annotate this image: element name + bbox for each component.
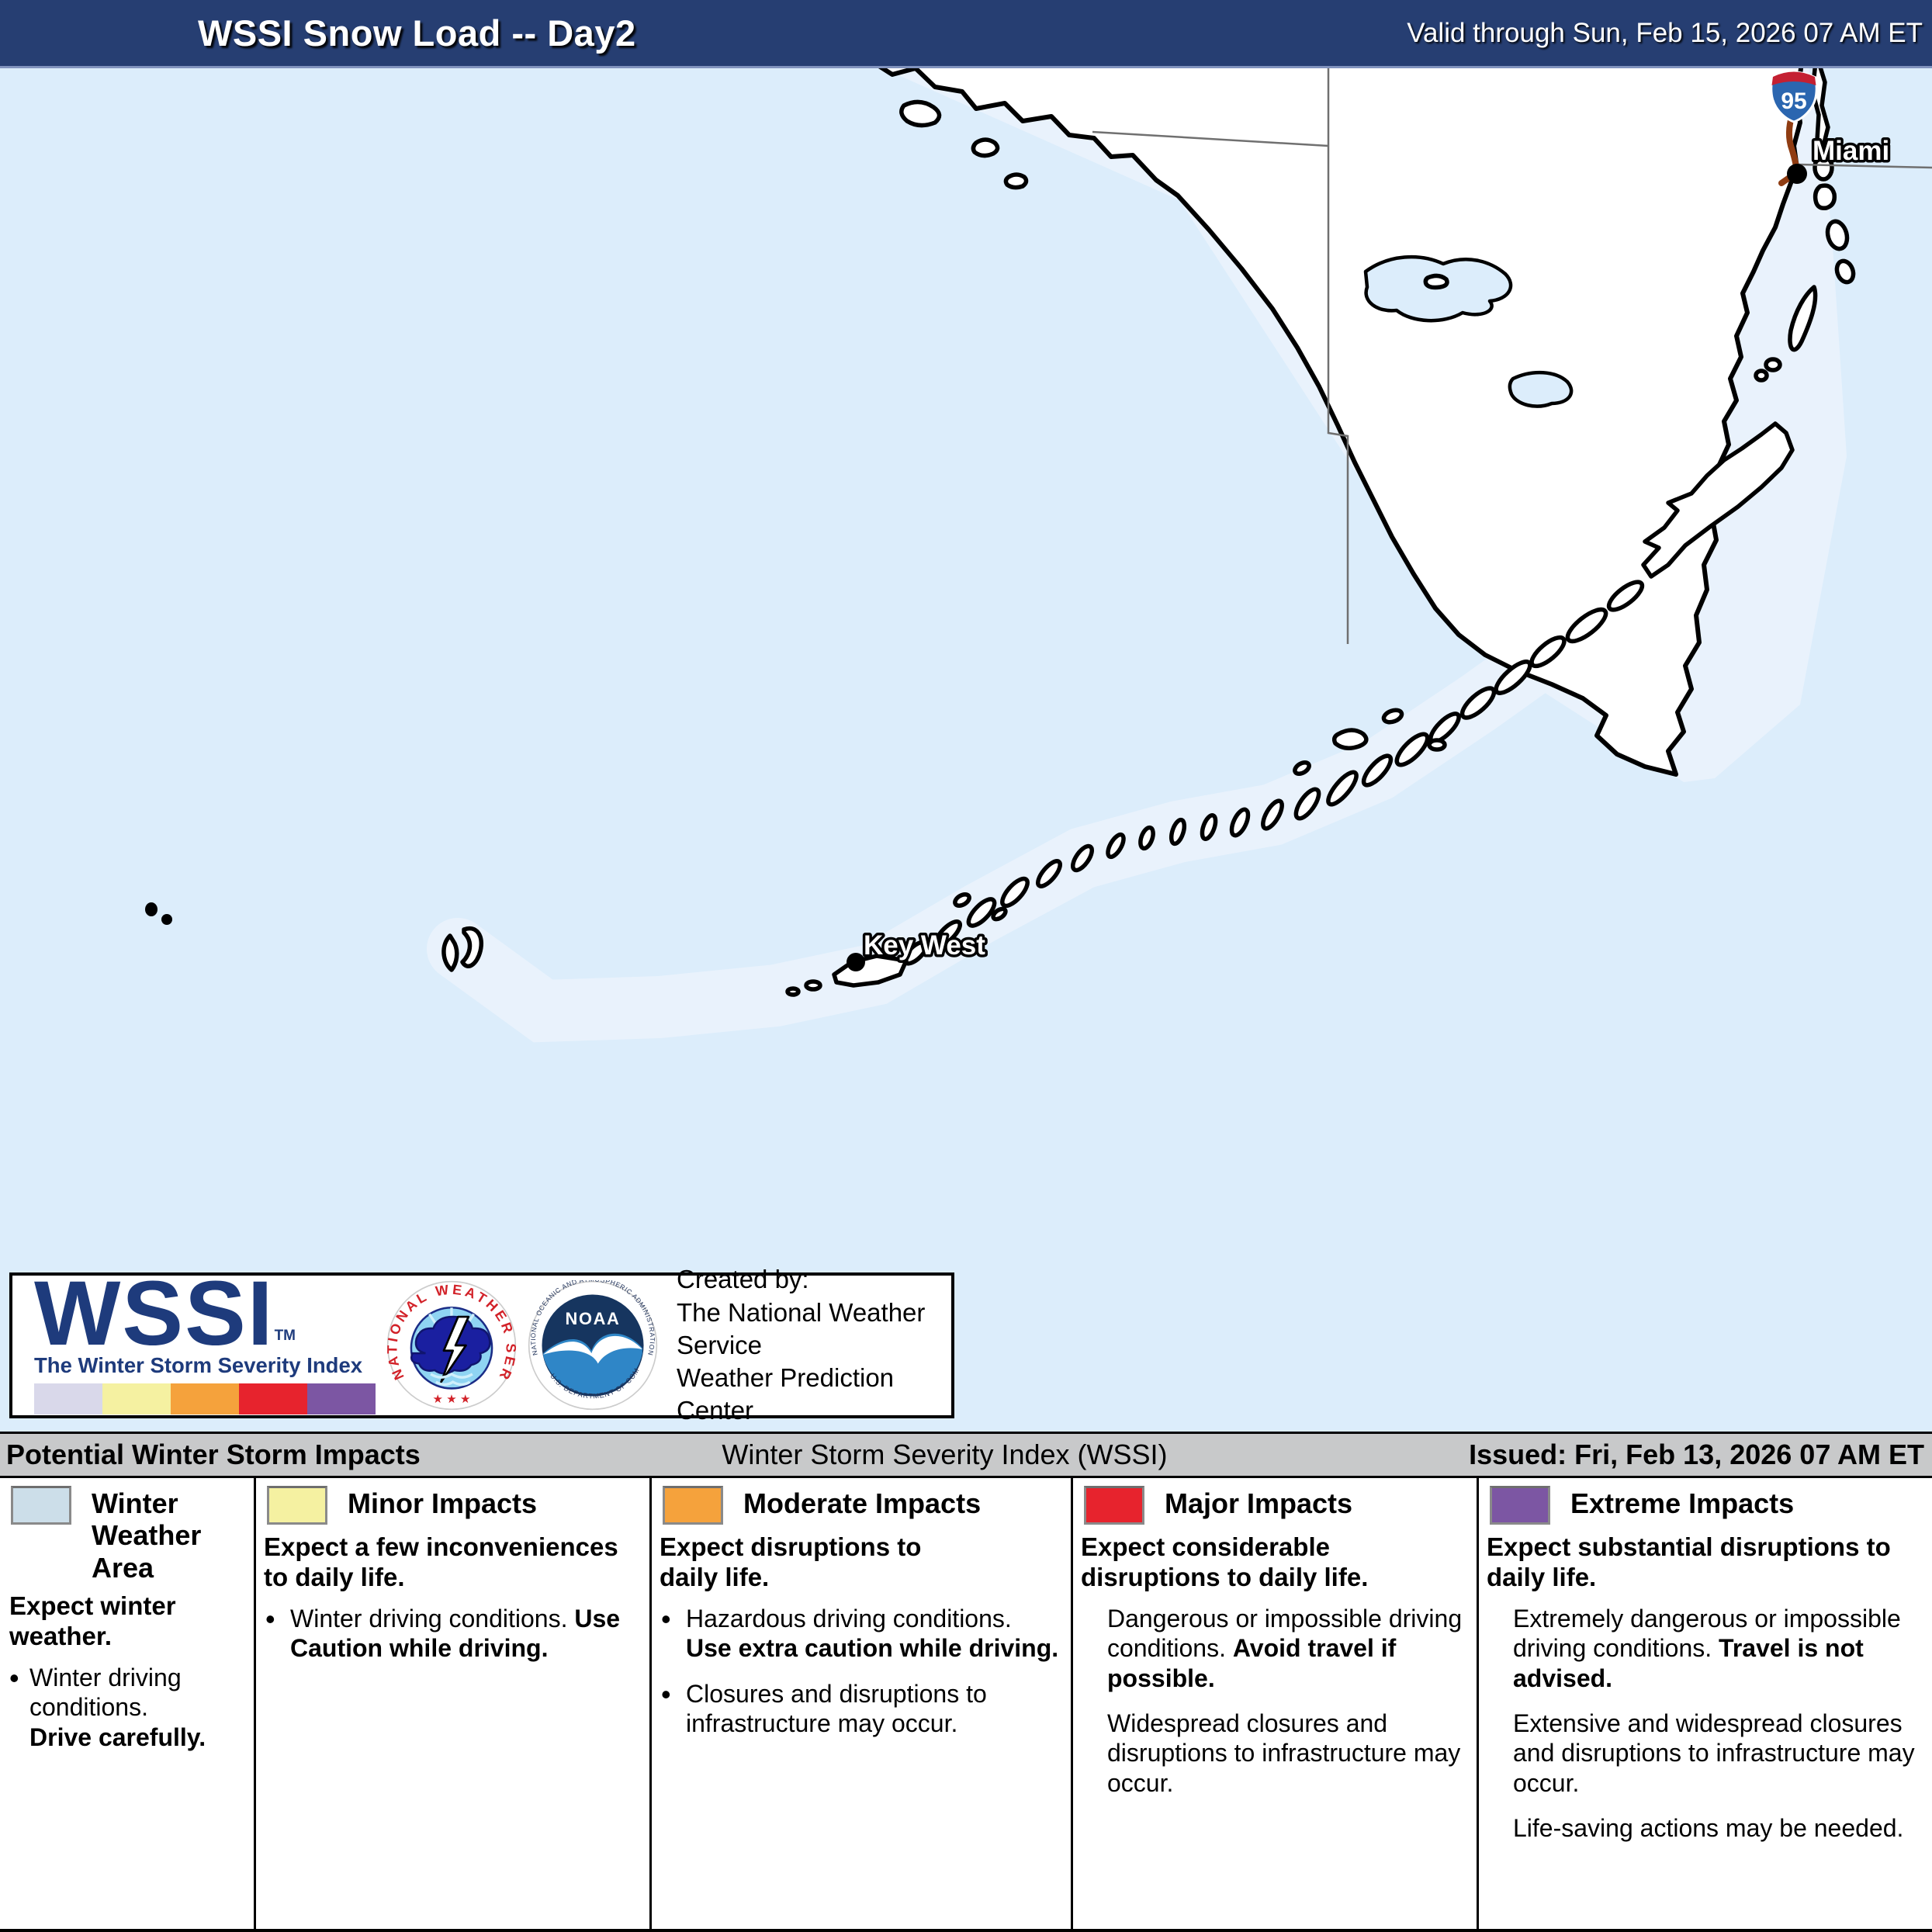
moderate-impacts-swatch [663, 1486, 723, 1525]
item-text: Winter driving conditions. [290, 1604, 575, 1633]
item-text: Closures and disruptions to infrastructu… [686, 1679, 987, 1738]
legend-lead: Expect considerable disruptions to daily… [1081, 1532, 1369, 1591]
legend-title: Extreme Impacts [1570, 1487, 1795, 1519]
legend-column-minor-impacts: Minor Impacts Expect a few inconvenience… [256, 1478, 652, 1929]
palette-major [239, 1383, 307, 1414]
created-by-line1: Created by: [677, 1265, 809, 1294]
interstate-95-shield: 95 [1770, 71, 1818, 123]
created-by-line2: The National Weather Service [677, 1297, 926, 1359]
nws-logo-icon: NATIONAL WEATHER SERVICE ★ ★ ★ [386, 1280, 517, 1411]
miami-label: Miami [1813, 136, 1889, 166]
palette-extreme [307, 1383, 376, 1414]
created-by-line3: Weather Prediction Center [677, 1363, 895, 1425]
county-lines [1092, 68, 1932, 644]
marquesas-keys [441, 926, 483, 972]
created-by-text: Created by: The National Weather Service… [677, 1263, 951, 1427]
item-text: Dangerous or impossible driving conditio… [1107, 1604, 1463, 1663]
barrier-islands [1754, 68, 1856, 383]
palette-winter-weather [34, 1383, 102, 1414]
legend-item: Winter driving conditions. Use Caution w… [264, 1602, 640, 1664]
item-text: Life-saving actions may be needed. [1513, 1814, 1904, 1843]
nws-stars: ★ ★ ★ [432, 1393, 470, 1406]
item-bold-text: Use Caution while driving. [290, 1604, 621, 1663]
palette-minor [102, 1383, 171, 1414]
winter-weather-swatch [11, 1486, 71, 1525]
dry-tortugas [145, 902, 172, 925]
legend-lead: Expect a few inconveniences to daily lif… [264, 1532, 618, 1591]
title-bar: WSSI Snow Load -- Day2 Valid through Sun… [0, 0, 1932, 68]
legend-lead: Expect winter weather. [9, 1591, 176, 1651]
legend-item: Widespread closures and disruptions to i… [1081, 1709, 1467, 1798]
major-impacts-swatch [1084, 1486, 1144, 1525]
whitewater-bay [1363, 254, 1574, 408]
item-text: Extremely dangerous or impossible drivin… [1513, 1604, 1901, 1663]
valid-through-label: Valid through Sun, Feb 15, 2026 07 AM ET [1407, 17, 1923, 48]
issued-timestamp: Issued: Fri, Feb 13, 2026 07 AM ET [1469, 1439, 1924, 1470]
item-text: Winter driving conditions. [29, 1664, 182, 1722]
legend-title: Moderate Impacts [743, 1487, 982, 1519]
map-canvas: 95 Miami Key West [0, 68, 1932, 1432]
minor-impacts-swatch [267, 1486, 327, 1525]
florida-mainland [878, 68, 1804, 777]
legend-lead: Expect disruptions to daily life. [660, 1532, 922, 1591]
item-bold-text: Avoid travel if possible. [1107, 1634, 1397, 1692]
south-florida-map: 95 Miami Key West [0, 68, 1932, 1432]
legend-lead: Expect substantial disruptions to daily … [1487, 1532, 1891, 1591]
noaa-wordmark: NOAA [566, 1309, 621, 1328]
noaa-logo-icon: NOAA NATIONAL OCEANIC AND ATMOSPHERIC AD… [528, 1280, 658, 1411]
impacts-title-bar: Potential Winter Storm Impacts Winter St… [0, 1432, 1932, 1478]
impacts-legend: Winter Weather Area Expect winter weathe… [0, 1478, 1932, 1932]
legend-item: Extremely dangerous or impossible drivin… [1487, 1604, 1923, 1693]
item-bold-text: Travel is not advised. [1513, 1634, 1864, 1692]
extreme-impacts-swatch [1490, 1486, 1550, 1525]
wssi-index-label: Winter Storm Severity Index (WSSI) [722, 1439, 1168, 1470]
legend-item: Life-saving actions may be needed. [1487, 1813, 1923, 1843]
legend-item: Extensive and widespread closures and di… [1487, 1709, 1923, 1798]
legend-column-moderate-impacts: Moderate Impacts Expect disruptions to d… [652, 1478, 1073, 1929]
key-west-marker [847, 953, 865, 971]
i95-number: 95 [1781, 88, 1806, 114]
item-bold-text: Drive carefully. [29, 1723, 206, 1751]
key-west-label: Key West [864, 930, 985, 961]
wssi-tagline: The Winter Storm Severity Index [34, 1352, 363, 1377]
legend-item: Dangerous or impossible driving conditio… [1081, 1604, 1467, 1693]
impacts-title: Potential Winter Storm Impacts [6, 1439, 421, 1470]
page-title: WSSI Snow Load -- Day2 [198, 12, 636, 54]
palette-moderate [171, 1383, 239, 1414]
wssi-logo: WSSITM The Winter Storm Severity Index [12, 1262, 376, 1414]
florida-keys-chain [785, 421, 1795, 997]
legend-item: Hazardous driving conditions. Use extra … [660, 1602, 1061, 1664]
miami-marker [1787, 164, 1807, 184]
legend-column-winter-weather-area: Winter Weather Area Expect winter weathe… [0, 1478, 256, 1929]
item-text: Hazardous driving conditions. [686, 1604, 1012, 1633]
legend-column-extreme-impacts: Extreme Impacts Expect substantial disru… [1479, 1478, 1932, 1929]
item-text: Widespread closures and disruptions to i… [1107, 1709, 1461, 1797]
legend-title: Winter Weather Area [92, 1487, 202, 1584]
credit-box: WSSITM The Winter Storm Severity Index N… [9, 1262, 954, 1425]
wssi-severity-palette [34, 1383, 376, 1414]
item-text: Extensive and widespread closures and di… [1513, 1709, 1915, 1797]
wssi-wordmark: WSSITM [34, 1262, 296, 1366]
legend-item: Winter driving conditions.Drive carefull… [8, 1661, 244, 1752]
legend-column-major-impacts: Major Impacts Expect considerable disrup… [1073, 1478, 1479, 1929]
legend-title: Minor Impacts [348, 1487, 538, 1519]
trademark-symbol: TM [274, 1328, 296, 1345]
legend-item: Closures and disruptions to infrastructu… [660, 1678, 1061, 1739]
ten-thousand-islands [899, 99, 1029, 190]
legend-title: Major Impacts [1165, 1487, 1353, 1519]
item-bold-text: Use extra caution while driving. [686, 1634, 1059, 1663]
